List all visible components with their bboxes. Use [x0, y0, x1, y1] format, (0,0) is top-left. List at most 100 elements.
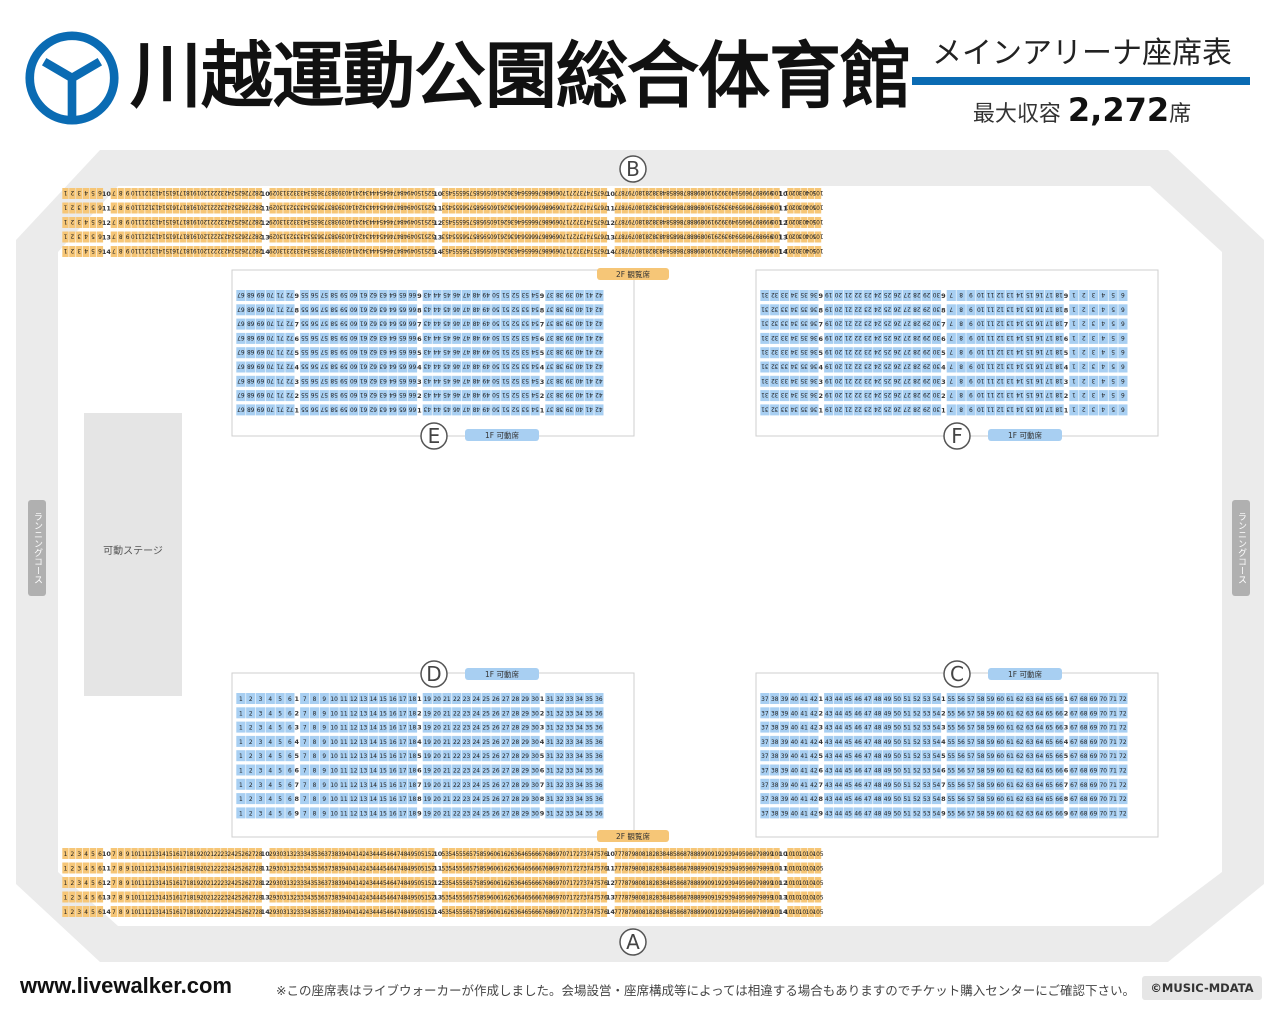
seat[interactable] [587, 202, 594, 214]
seat[interactable] [193, 217, 200, 228]
seat[interactable] [455, 188, 463, 199]
seat[interactable] [110, 246, 117, 257]
seat[interactable] [690, 246, 697, 257]
seat[interactable] [504, 188, 511, 199]
seat[interactable] [69, 246, 76, 257]
seat[interactable] [317, 217, 325, 228]
seat[interactable] [642, 217, 649, 228]
seat[interactable] [317, 848, 325, 859]
seat[interactable] [152, 188, 159, 199]
seat[interactable] [732, 848, 739, 859]
seat[interactable] [179, 202, 186, 214]
seat[interactable] [200, 862, 207, 874]
seat[interactable] [725, 217, 732, 228]
seat[interactable] [483, 188, 490, 199]
seat[interactable] [794, 217, 801, 228]
seat[interactable] [483, 202, 490, 214]
seat[interactable] [538, 246, 545, 257]
seat[interactable] [738, 246, 746, 257]
seat[interactable] [366, 217, 373, 228]
seat[interactable] [469, 202, 476, 214]
seat[interactable] [172, 188, 180, 199]
seat[interactable] [676, 231, 684, 243]
seat[interactable] [642, 188, 649, 199]
seat[interactable] [221, 188, 228, 199]
seat[interactable] [283, 246, 290, 257]
seat[interactable] [814, 231, 822, 243]
seat[interactable] [179, 848, 186, 859]
seat[interactable] [304, 848, 311, 859]
seat[interactable] [83, 217, 90, 228]
seat[interactable] [635, 202, 642, 214]
seat[interactable] [386, 246, 394, 257]
seat[interactable] [96, 188, 104, 199]
seat[interactable] [808, 188, 815, 199]
seat[interactable] [794, 202, 801, 214]
seat[interactable] [76, 202, 83, 214]
seat[interactable] [186, 848, 193, 859]
seat[interactable] [621, 246, 628, 257]
seat[interactable] [635, 246, 642, 257]
seat[interactable] [366, 231, 373, 243]
seat[interactable] [117, 231, 124, 243]
seat[interactable] [469, 848, 476, 859]
seat[interactable] [297, 188, 304, 199]
seat[interactable] [504, 217, 511, 228]
seat[interactable] [255, 231, 262, 243]
seat[interactable] [711, 246, 718, 257]
seat[interactable] [697, 246, 704, 257]
seat[interactable] [193, 862, 200, 874]
seat[interactable] [373, 848, 380, 859]
seat[interactable] [476, 848, 483, 859]
seat[interactable] [635, 217, 642, 228]
seat[interactable] [200, 188, 207, 199]
seat[interactable] [193, 848, 200, 859]
seat[interactable] [304, 231, 311, 243]
seat[interactable] [428, 202, 435, 214]
seat[interactable] [76, 188, 83, 199]
seat[interactable] [476, 246, 483, 257]
seat[interactable] [145, 848, 152, 859]
seat[interactable] [269, 848, 276, 859]
seat[interactable] [462, 848, 470, 859]
seat[interactable] [573, 202, 580, 214]
seat[interactable] [442, 188, 449, 199]
seat[interactable] [393, 202, 400, 214]
seat[interactable] [359, 188, 366, 199]
seat[interactable] [310, 231, 318, 243]
seat[interactable] [752, 231, 759, 243]
seat[interactable] [241, 848, 249, 859]
seat[interactable] [635, 188, 642, 199]
seat[interactable] [76, 217, 83, 228]
seat[interactable] [214, 217, 221, 228]
seat[interactable] [207, 231, 214, 243]
seat[interactable] [96, 862, 104, 874]
seat[interactable] [559, 202, 566, 214]
seat[interactable] [808, 202, 815, 214]
seat[interactable] [808, 231, 815, 243]
seat[interactable] [393, 848, 400, 859]
seat[interactable] [449, 246, 456, 257]
seat[interactable] [476, 188, 483, 199]
seat[interactable] [373, 202, 380, 214]
seat[interactable] [462, 202, 470, 214]
seat[interactable] [269, 202, 276, 214]
seat[interactable] [573, 217, 580, 228]
seat[interactable] [580, 246, 587, 257]
seat[interactable] [407, 217, 414, 228]
seat[interactable] [110, 862, 117, 874]
seat[interactable] [193, 246, 200, 257]
seat[interactable] [234, 202, 242, 214]
seat[interactable] [255, 202, 262, 214]
seat[interactable] [366, 188, 373, 199]
seat[interactable] [711, 848, 718, 859]
seat[interactable] [393, 188, 400, 199]
seat[interactable] [642, 231, 649, 243]
seat[interactable] [400, 848, 407, 859]
seat[interactable] [304, 217, 311, 228]
seat[interactable] [131, 217, 138, 228]
seat[interactable] [531, 848, 539, 859]
seat[interactable] [656, 848, 663, 859]
seat[interactable] [773, 217, 780, 228]
seat[interactable] [511, 202, 518, 214]
